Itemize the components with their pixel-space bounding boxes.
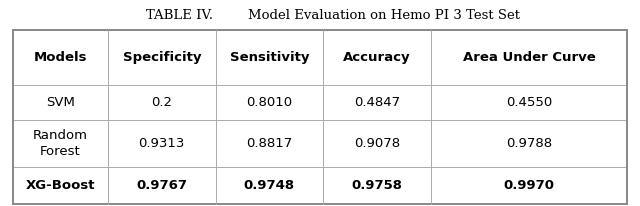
Text: Models: Models xyxy=(34,51,87,64)
Bar xyxy=(13,30,627,204)
Text: 0.8817: 0.8817 xyxy=(246,137,292,150)
Text: 0.9767: 0.9767 xyxy=(136,179,188,192)
Text: 0.9078: 0.9078 xyxy=(354,137,400,150)
Text: Specificity: Specificity xyxy=(122,51,201,64)
Text: Area Under Curve: Area Under Curve xyxy=(463,51,595,64)
Text: 0.4847: 0.4847 xyxy=(354,96,400,109)
Text: 0.9970: 0.9970 xyxy=(504,179,554,192)
Text: TABLE IV.: TABLE IV. xyxy=(146,9,212,22)
Text: 0.8010: 0.8010 xyxy=(246,96,292,109)
Text: Random
Forest: Random Forest xyxy=(33,129,88,158)
Text: 0.9788: 0.9788 xyxy=(506,137,552,150)
Text: 0.9313: 0.9313 xyxy=(139,137,185,150)
Text: SVM: SVM xyxy=(46,96,75,109)
Text: Model Evaluation on Hemo PI 3 Test Set: Model Evaluation on Hemo PI 3 Test Set xyxy=(248,9,520,22)
Text: 0.9748: 0.9748 xyxy=(244,179,295,192)
Text: Accuracy: Accuracy xyxy=(343,51,411,64)
Text: 0.2: 0.2 xyxy=(151,96,172,109)
Text: XG-Boost: XG-Boost xyxy=(26,179,95,192)
Text: Sensitivity: Sensitivity xyxy=(230,51,309,64)
Text: 0.4550: 0.4550 xyxy=(506,96,552,109)
Text: 0.9758: 0.9758 xyxy=(351,179,403,192)
